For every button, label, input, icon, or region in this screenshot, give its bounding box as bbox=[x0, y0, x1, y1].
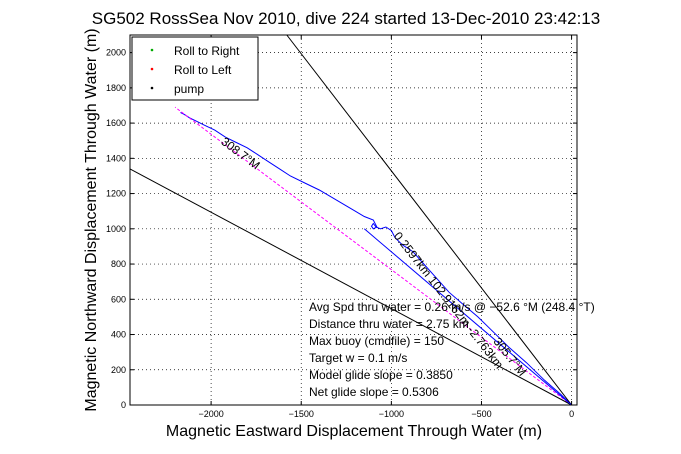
legend-label-2: pump bbox=[174, 82, 204, 96]
legend-marker-0 bbox=[150, 48, 154, 52]
stats-line-5: Net glide slope = 0.5306 bbox=[309, 385, 439, 399]
y-tick-label-4: 800 bbox=[111, 259, 126, 269]
series-line-0 bbox=[180, 112, 572, 406]
x-tick-label-1: −1500 bbox=[289, 409, 314, 419]
y-tick-label-5: 1000 bbox=[106, 224, 126, 234]
y-tick-label-7: 1400 bbox=[106, 153, 126, 163]
plot-frame bbox=[129, 34, 578, 406]
legend-label-0: Roll to Right bbox=[174, 44, 240, 58]
y-tick-label-2: 400 bbox=[111, 330, 126, 340]
series-line-2 bbox=[129, 168, 572, 406]
x-tick-label-3: −500 bbox=[471, 409, 491, 419]
series-line-4 bbox=[363, 228, 572, 406]
series-layer bbox=[129, 34, 572, 406]
y-tick-label-6: 1200 bbox=[106, 189, 126, 199]
y-tick-label-8: 1600 bbox=[106, 118, 126, 128]
x-axis-label: Magnetic Eastward Displacement Through W… bbox=[166, 423, 542, 440]
x-tick-label-2: −1000 bbox=[379, 409, 404, 419]
series-line-3 bbox=[286, 34, 572, 406]
stats-text: Avg Spd thru water = 0.26 m/s @ −52.6 °M… bbox=[309, 300, 595, 399]
stats-line-3: Target w = 0.1 m/s bbox=[309, 351, 407, 365]
legend-marker-2 bbox=[150, 86, 154, 90]
y-tick-label-1: 200 bbox=[111, 365, 126, 375]
stats-line-0: Avg Spd thru water = 0.26 m/s @ −52.6 °M… bbox=[309, 300, 595, 314]
y-axis-label: Magnetic Northward Displacement Through … bbox=[83, 28, 100, 411]
chart-title: SG502 RossSea Nov 2010, dive 224 started… bbox=[92, 9, 600, 28]
legend: Roll to Right Roll to Left pump bbox=[131, 36, 259, 101]
series-line-1 bbox=[174, 106, 572, 406]
legend-marker-1 bbox=[150, 67, 154, 71]
grid-lines bbox=[130, 35, 577, 406]
x-tick-label-4: 0 bbox=[569, 409, 574, 419]
x-tick-label-0: −2000 bbox=[198, 409, 223, 419]
y-tick-label-0: 0 bbox=[121, 400, 126, 410]
y-tick-label-9: 1800 bbox=[106, 83, 126, 93]
stats-line-4: Model glide slope = 0.3850 bbox=[309, 368, 453, 382]
y-tick-label-10: 2000 bbox=[106, 48, 126, 58]
legend-label-1: Roll to Left bbox=[174, 63, 232, 77]
stats-line-2: Max buoy (cmdfile) = 150 bbox=[309, 334, 444, 348]
y-tick-label-3: 600 bbox=[111, 294, 126, 304]
stats-line-1: Distance thru water = 2.75 km bbox=[309, 317, 469, 331]
tick-layer: −2000 −1500 −1000 −500 0 0 200 400 600 800 1000 120… bbox=[106, 35, 577, 419]
